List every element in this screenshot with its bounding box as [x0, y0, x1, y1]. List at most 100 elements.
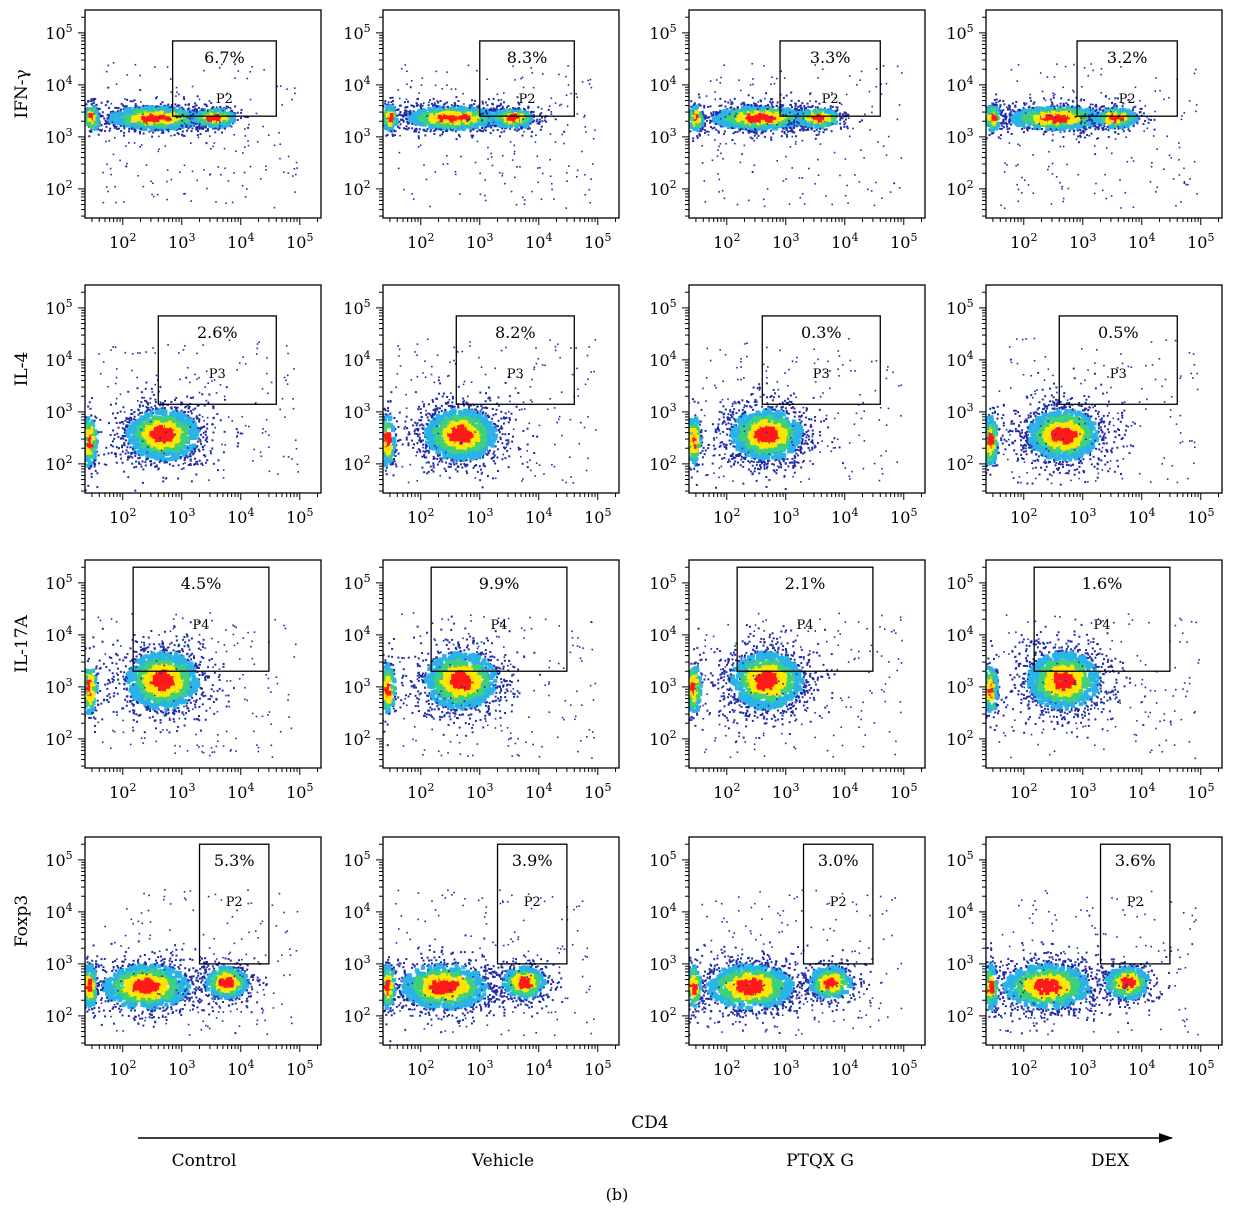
panel-ifn-control: 102 103 104 105 102 103 104 105 6.7% P2 IFN-γ — [12, 9, 322, 252]
y-tick-label: 104 — [343, 901, 370, 922]
y-tick-label: 102 — [946, 453, 973, 474]
y-tick-label: 105 — [45, 297, 72, 318]
y-tick-label: 105 — [343, 572, 370, 593]
y-tick-label: 102 — [946, 728, 973, 749]
y-tick-label: 104 — [649, 74, 676, 95]
plot-frame — [382, 284, 620, 494]
x-tick-label: 105 — [890, 781, 917, 802]
y-tick-label: 102 — [649, 1005, 676, 1026]
x-tick-label: 102 — [407, 781, 434, 802]
gate-box — [157, 315, 277, 405]
x-tick-label: 103 — [466, 1058, 493, 1079]
x-tick-label: 102 — [407, 506, 434, 527]
x-tick-label: 102 — [109, 231, 136, 252]
plot-frame — [382, 836, 620, 1046]
y-tick-label: 103 — [45, 953, 72, 974]
x-tick-label: 104 — [831, 231, 858, 252]
x-tick-label: 102 — [713, 506, 740, 527]
x-tick-label: 105 — [890, 506, 917, 527]
panel-foxp3-control: 102 103 104 105 102 103 104 105 5.3% P2 Foxp3 — [12, 836, 322, 1079]
panel-ifn-ptqxg: 102 103 104 105 102 103 104 105 3.3% P2 — [649, 9, 926, 252]
y-tick-label: 105 — [45, 849, 72, 870]
panel-foxp3-vehicle: 102 103 104 105 102 103 104 105 3.9% P2 — [343, 836, 620, 1079]
y-tick-label: 103 — [946, 953, 973, 974]
y-tick-label: 103 — [649, 126, 676, 147]
y-tick-label: 105 — [946, 849, 973, 870]
x-tick-label: 105 — [1187, 506, 1214, 527]
x-tick-label: 102 — [713, 1058, 740, 1079]
y-tick-label: 103 — [45, 401, 72, 422]
y-tick-label: 104 — [946, 349, 973, 370]
y-tick-label: 105 — [45, 22, 72, 43]
x-tick-label: 104 — [1128, 231, 1155, 252]
y-tick-label: 103 — [343, 953, 370, 974]
y-tick-label: 104 — [45, 74, 72, 95]
x-tick-label: 104 — [1128, 781, 1155, 802]
density-plot — [986, 337, 1199, 486]
y-tick-label: 103 — [649, 401, 676, 422]
x-tick-label: 105 — [1187, 1058, 1214, 1079]
plot-frame — [84, 836, 322, 1046]
x-tick-label: 104 — [227, 231, 254, 252]
gate-name: P2 — [1119, 92, 1136, 107]
y-tick-label: 103 — [649, 953, 676, 974]
x-tick-label: 103 — [168, 231, 195, 252]
gate-percent: 1.6% — [1082, 574, 1123, 593]
gate-name: P4 — [193, 618, 210, 633]
x-tick-label: 104 — [525, 781, 552, 802]
density-plot — [986, 613, 1200, 760]
y-tick-label: 102 — [649, 178, 676, 199]
density-plot — [85, 62, 298, 209]
panel-il17a-ptqxg: 102 103 104 105 102 103 104 105 2.1% P4 — [649, 559, 926, 802]
x-tick-label: 103 — [1069, 506, 1096, 527]
x-tick-label: 104 — [1128, 506, 1155, 527]
panel-label: (b) — [606, 1185, 629, 1204]
gate-box — [132, 566, 270, 672]
x-tick-label: 105 — [1187, 781, 1214, 802]
x-tick-label: 102 — [109, 1058, 136, 1079]
x-tick-label: 105 — [584, 781, 611, 802]
plot-frame — [84, 559, 322, 769]
x-tick-label: 102 — [407, 1058, 434, 1079]
x-tick-label: 103 — [168, 506, 195, 527]
gate-box — [1033, 566, 1171, 672]
group-label-ptqxg: PTQX G — [786, 1151, 854, 1171]
y-tick-label: 105 — [649, 297, 676, 318]
gate-box — [736, 566, 874, 672]
y-tick-label: 105 — [649, 849, 676, 870]
gate-name: P2 — [519, 92, 536, 107]
gate-percent: 2.1% — [785, 574, 826, 593]
panel-il17a-dex: 102 103 104 105 102 103 104 105 1.6% P4 — [946, 559, 1223, 802]
y-tick-label: 104 — [946, 901, 973, 922]
x-tick-label: 105 — [584, 506, 611, 527]
x-tick-label: 103 — [1069, 1058, 1096, 1079]
gate-box — [802, 843, 874, 965]
x-tick-label: 104 — [227, 1058, 254, 1079]
y-tick-label: 105 — [649, 22, 676, 43]
gate-name: P2 — [524, 895, 541, 910]
x-tick-label: 105 — [890, 1058, 917, 1079]
gate-box — [198, 843, 270, 965]
x-tick-label: 104 — [831, 506, 858, 527]
y-tick-label: 102 — [946, 1005, 973, 1026]
y-tick-label: 103 — [946, 126, 973, 147]
plot-frame — [688, 9, 926, 219]
density-plot — [383, 64, 596, 209]
plot-frame — [84, 9, 322, 219]
panel-foxp3-dex: 102 103 104 105 102 103 104 105 3.6% P2 — [946, 836, 1223, 1079]
x-tick-label: 103 — [466, 506, 493, 527]
x-tick-label: 102 — [1010, 506, 1037, 527]
group-label-dex: DEX — [1091, 1151, 1130, 1171]
density-plot — [85, 889, 299, 1036]
y-tick-label: 104 — [649, 349, 676, 370]
y-tick-label: 104 — [946, 74, 973, 95]
panel-ifn-vehicle: 102 103 104 105 102 103 104 105 8.3% P2 — [343, 9, 620, 252]
density-plot — [383, 612, 597, 759]
y-tick-label: 103 — [45, 126, 72, 147]
y-tick-label: 103 — [946, 401, 973, 422]
density-plot — [689, 62, 903, 208]
x-tick-label: 105 — [890, 231, 917, 252]
x-tick-label: 105 — [286, 781, 313, 802]
density-plot — [383, 889, 595, 1043]
y-tick-label: 104 — [649, 901, 676, 922]
